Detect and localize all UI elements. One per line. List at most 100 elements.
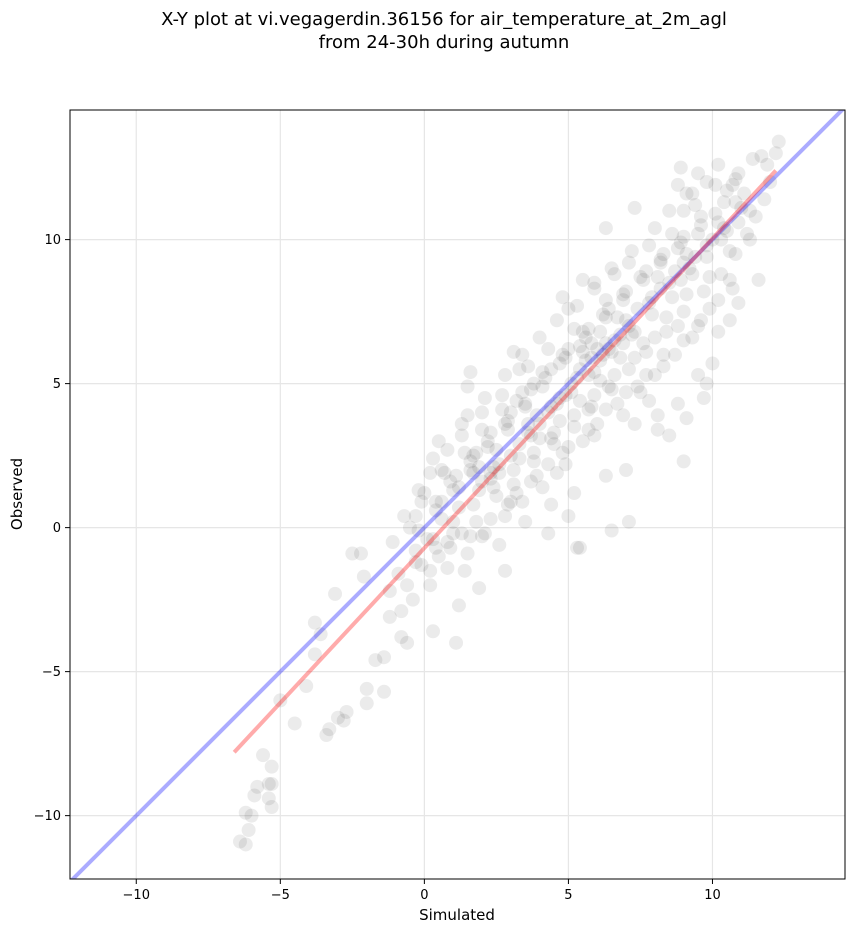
scatter-point: [527, 446, 541, 460]
scatter-point: [691, 368, 705, 382]
scatter-point: [691, 166, 705, 180]
scatter-point: [417, 486, 431, 500]
scatter-point: [616, 287, 630, 301]
scatter-point: [677, 454, 691, 468]
scatter-point: [593, 325, 607, 339]
scatter-point: [515, 348, 529, 362]
scatter-point: [495, 403, 509, 417]
scatter-point: [455, 417, 469, 431]
scatter-point: [622, 515, 636, 529]
scatter-point: [518, 400, 532, 414]
scatter-point: [656, 348, 670, 362]
scatter-point: [288, 716, 302, 730]
scatter-point: [613, 351, 627, 365]
scatter-point: [723, 313, 737, 327]
scatter-point: [697, 391, 711, 405]
scatter-point: [518, 515, 532, 529]
scatter-point: [461, 379, 475, 393]
scatter-point: [541, 526, 555, 540]
scatter-point: [426, 624, 440, 638]
scatter-point: [633, 385, 647, 399]
scatter-point: [582, 423, 596, 437]
scatter-point: [360, 682, 374, 696]
scatter-point: [544, 498, 558, 512]
scatter-point: [406, 593, 420, 607]
scatter-point: [573, 541, 587, 555]
scatter-point: [642, 238, 656, 252]
y-tick-label: 10: [44, 233, 61, 248]
scatter-point: [394, 630, 408, 644]
scatter-point: [705, 356, 719, 370]
scatter-point: [414, 558, 428, 572]
scatter-point: [605, 261, 619, 275]
scatter-point: [605, 524, 619, 538]
scatter-point: [772, 135, 786, 149]
scatter-point: [475, 405, 489, 419]
scatter-point: [495, 388, 509, 402]
scatter-point: [729, 247, 743, 261]
scatter-point: [608, 368, 622, 382]
scatter-point: [619, 385, 633, 399]
scatter-point: [256, 748, 270, 762]
scatter-point: [504, 495, 518, 509]
scatter-point: [239, 837, 253, 851]
scatter-point: [610, 310, 624, 324]
y-tick-label: −10: [34, 809, 61, 824]
scatter-point: [587, 276, 601, 290]
scatter-point: [662, 428, 676, 442]
scatter-point: [576, 325, 590, 339]
scatter-point: [625, 244, 639, 258]
scatter-point: [547, 426, 561, 440]
scatter-point: [377, 685, 391, 699]
scatter-point: [550, 313, 564, 327]
scatter-point: [440, 443, 454, 457]
y-axis-label: Observed: [8, 458, 26, 530]
scatter-point: [515, 385, 529, 399]
chart-subtitle: from 24-30h during autumn: [319, 32, 570, 53]
scatter-point: [524, 475, 538, 489]
scatter-point: [726, 282, 740, 296]
y-tick-label: −5: [42, 665, 61, 680]
scatter-point: [567, 486, 581, 500]
scatter-point: [671, 397, 685, 411]
scatter-point: [752, 273, 766, 287]
scatter-point: [458, 564, 472, 578]
x-tick-label: −5: [271, 888, 290, 903]
scatter-point: [541, 342, 555, 356]
scatter-point: [599, 403, 613, 417]
scatter-point: [680, 411, 694, 425]
scatter-point: [452, 598, 466, 612]
scatter-point: [749, 210, 763, 224]
scatter-point: [674, 161, 688, 175]
scatter-point: [596, 307, 610, 321]
scatter-point: [731, 296, 745, 310]
x-axis-label: Simulated: [419, 906, 495, 924]
scatter-point: [265, 760, 279, 774]
scatter-point: [633, 270, 647, 284]
scatter-point: [648, 331, 662, 345]
scatter-point: [463, 365, 477, 379]
scatter-point: [426, 452, 440, 466]
scatter-point: [409, 509, 423, 523]
scatter-point: [475, 423, 489, 437]
scatter-point: [619, 463, 633, 477]
scatter-point: [386, 535, 400, 549]
regression-lines: [70, 107, 845, 882]
scatter-point: [697, 284, 711, 298]
fit-line: [234, 170, 776, 752]
x-tick-label: −10: [123, 888, 150, 903]
scatter-point: [587, 388, 601, 402]
scatter-point: [553, 356, 567, 370]
scatter-point: [680, 287, 694, 301]
scatter-point: [458, 446, 472, 460]
y-tick-label: 5: [53, 377, 61, 392]
scatter-point: [507, 463, 521, 477]
scatter-point: [599, 469, 613, 483]
chart-title: X-Y plot at vi.vegagerdin.36156 for air_…: [161, 9, 727, 30]
scatter-point: [440, 561, 454, 575]
scatter-point: [394, 604, 408, 618]
scatter-point: [567, 408, 581, 422]
scatter-point: [377, 650, 391, 664]
scatter-point: [463, 529, 477, 543]
scatter-point: [628, 201, 642, 215]
